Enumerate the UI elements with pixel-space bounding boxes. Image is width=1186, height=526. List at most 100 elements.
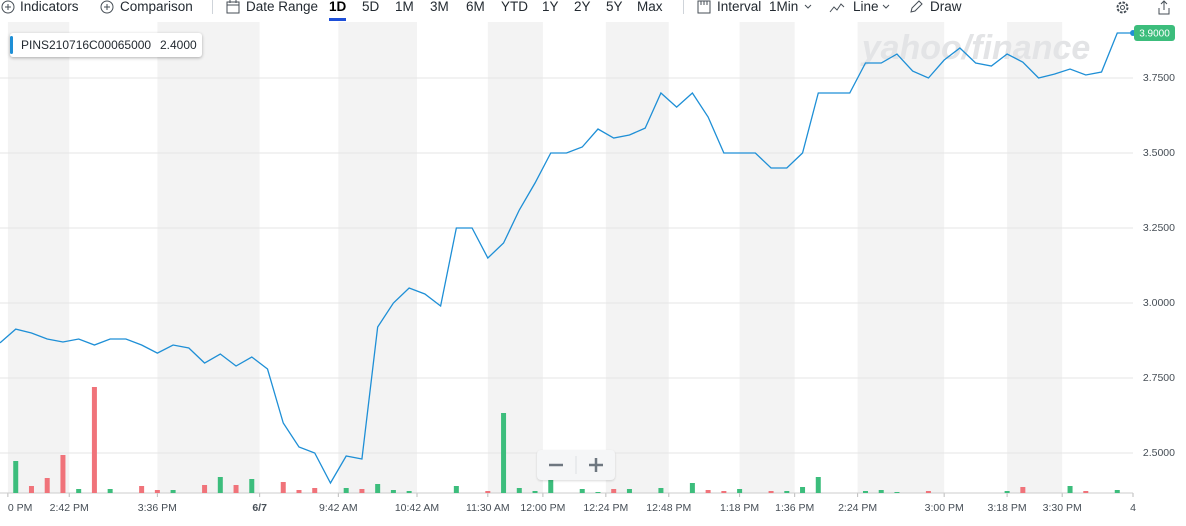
volume-bar	[76, 489, 82, 493]
separator	[683, 0, 684, 14]
caret[interactable]	[882, 3, 890, 11]
x-tick-label: 12:48 PM	[646, 502, 691, 514]
volume-bar	[233, 485, 239, 493]
x-tick-label: 11:30 AM	[466, 502, 510, 514]
volume-bar	[784, 491, 790, 493]
time-band	[7, 22, 70, 493]
settings-icon[interactable]	[1115, 0, 1130, 15]
time-band	[157, 22, 260, 493]
volume-bar	[44, 478, 50, 493]
range-button[interactable]: 6M	[466, 0, 485, 14]
legend-color	[10, 36, 13, 54]
volume-bar	[878, 490, 884, 493]
symbol-value: 2.4000	[160, 38, 197, 52]
time-band	[857, 22, 945, 493]
range-button[interactable]: Max	[637, 0, 663, 14]
chart-type-select[interactable]: Line	[853, 0, 879, 14]
y-tick-label: 3.7500	[1143, 72, 1175, 84]
x-tick-label: 6/7	[252, 502, 267, 514]
volume-bar	[800, 487, 806, 493]
range-button[interactable]: 2Y	[574, 0, 591, 14]
x-tick-label: 3:36 PM	[138, 502, 177, 514]
series-legend[interactable]: PINS210716C00065000 2.4000	[10, 33, 202, 57]
volume-bar	[217, 477, 223, 493]
symbol: PINS210716C00065000	[21, 38, 152, 52]
volume-bar	[595, 492, 601, 493]
comparison-button[interactable]: Comparison	[120, 0, 193, 14]
last-price-label: 3.9000	[1139, 29, 1170, 40]
volume-bar	[532, 491, 538, 493]
volume-bar	[925, 491, 931, 493]
y-tick-label: 3.5000	[1143, 147, 1175, 159]
zoom-buttons[interactable]	[537, 450, 615, 480]
zoom-controls	[537, 450, 615, 480]
indicators-icon[interactable]	[1, 0, 15, 14]
volume-bar	[1067, 486, 1073, 493]
date-range-button[interactable]: Date Range	[246, 0, 319, 14]
calendar-icon[interactable]	[226, 0, 240, 14]
volume-bar	[721, 491, 727, 493]
volume-bar	[1004, 491, 1010, 493]
draw-icon[interactable]	[909, 0, 924, 14]
line-icon[interactable]	[829, 0, 845, 14]
x-tick-label: 3:18 PM	[988, 502, 1027, 514]
time-band	[605, 22, 669, 493]
volume-bar	[139, 486, 145, 493]
volume-bar	[1114, 490, 1120, 493]
y-tick-label: 2.7500	[1143, 372, 1175, 384]
interval-icon[interactable]	[697, 0, 711, 14]
separator	[212, 0, 213, 14]
time-band	[487, 22, 543, 493]
range-button[interactable]: 1D	[329, 0, 347, 21]
volume-bar	[170, 490, 176, 493]
caret[interactable]	[804, 3, 812, 11]
volume-bar	[406, 491, 412, 493]
volume-bar	[579, 489, 585, 493]
volume-bar	[501, 413, 507, 493]
volume-bar	[548, 479, 554, 493]
last-price-tag	[1134, 25, 1175, 42]
range-button[interactable]: YTD	[501, 0, 528, 14]
volume-bar	[516, 488, 522, 493]
volume-bar	[249, 479, 255, 493]
volume-bar	[343, 488, 349, 493]
y-tick-label: 3.2500	[1143, 222, 1175, 234]
price-line	[0, 32, 1133, 485]
share-icon[interactable]	[1157, 0, 1171, 15]
range-button[interactable]: 5D	[362, 0, 380, 14]
x-tick-label: 2:24 PM	[838, 502, 877, 514]
volume-bar	[626, 489, 632, 493]
volume-bar	[13, 461, 19, 493]
volume-bar	[862, 491, 868, 493]
volume-bar	[658, 488, 664, 493]
time-band	[338, 22, 418, 493]
draw-button[interactable]: Draw	[930, 0, 962, 14]
volume-bar	[107, 489, 113, 493]
volume-bar	[894, 492, 900, 493]
volume-bar	[28, 486, 34, 493]
volume-bar	[453, 486, 459, 493]
volume-bar	[202, 485, 208, 493]
interval-select[interactable]: 1Min	[769, 0, 799, 14]
range-button[interactable]: 3M	[430, 0, 449, 14]
volume-bar	[312, 488, 318, 493]
volume-bar	[768, 491, 774, 493]
x-tick-label: 3:00 PM	[925, 502, 964, 514]
volume-bar	[611, 489, 617, 493]
volume-bar	[91, 387, 97, 493]
volume-bar	[359, 489, 365, 493]
volume-bar	[280, 482, 286, 493]
x-tick-label: 9:42 AM	[319, 502, 358, 514]
range-button[interactable]: 5Y	[606, 0, 623, 14]
range-button[interactable]: 1Y	[542, 0, 559, 14]
range-button[interactable]: 1M	[395, 0, 414, 14]
comparison-icon[interactable]	[100, 0, 114, 14]
time-band	[739, 22, 795, 493]
x-tick-label: 3:30 PM	[1043, 502, 1082, 514]
interval-label: Interval	[717, 0, 762, 14]
volume-bar	[689, 483, 695, 493]
indicators-button[interactable]: Indicators	[20, 0, 79, 14]
volume-bar	[390, 490, 396, 493]
